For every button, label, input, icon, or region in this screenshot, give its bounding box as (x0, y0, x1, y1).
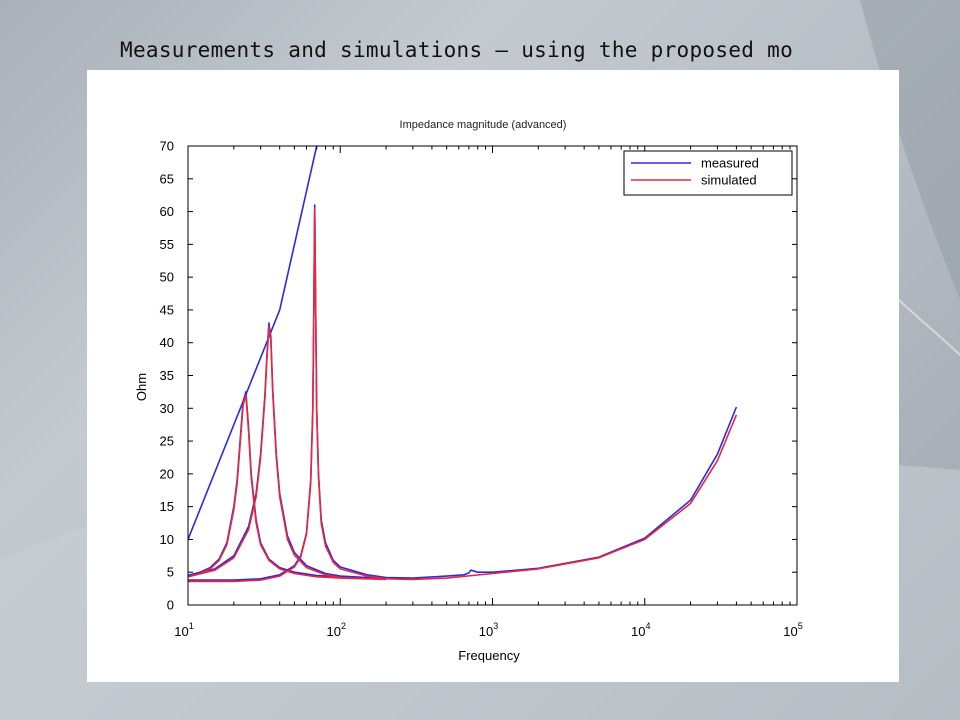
legend-label-simulated: simulated (701, 173, 757, 188)
y-tick-label: 50 (160, 270, 174, 285)
slide-title: Measurements and simulations – using the… (120, 38, 794, 62)
plot-lines (188, 146, 738, 583)
chart-title: Impedance magnitude (advanced) (400, 119, 567, 131)
series-line-measured-0 (188, 146, 318, 540)
y-tick-label: 60 (160, 204, 174, 219)
y-axis-label: Ohm (134, 373, 149, 401)
y-tick-label: 30 (160, 401, 174, 416)
y-tick-label: 5 (167, 565, 174, 580)
plot-frame (187, 145, 798, 606)
x-tick-label: 104 (631, 621, 650, 639)
x-tick-label: 102 (327, 621, 346, 639)
y-tick-label: 10 (160, 532, 174, 547)
y-tick-label: 55 (160, 237, 174, 252)
y-tick-label: 70 (160, 139, 174, 154)
impedance-chart: Impedance magnitude (advanced) 0 5 10 15 20 2… (134, 119, 803, 663)
y-tick-label: 20 (160, 466, 174, 481)
axes: 0 5 10 15 20 25 30 35 40 45 50 55 60 65 70 101 102 103 104… (160, 139, 803, 640)
legend-label-measured: measured (701, 156, 759, 171)
y-tick-label: 25 (160, 434, 174, 449)
x-tick-label: 101 (174, 621, 193, 639)
y-tick-label: 15 (160, 499, 174, 514)
y-tick-label: 45 (160, 302, 174, 317)
series-line-simulated-4 (188, 394, 368, 580)
series-line-measured-1 (188, 391, 368, 579)
y-tick-label: 0 (167, 598, 174, 613)
legend-box (623, 150, 793, 196)
series-line-simulated-6 (188, 207, 738, 583)
series-line-measured-3 (188, 204, 738, 581)
series-line-simulated-5 (188, 325, 387, 581)
y-tick-label: 40 (160, 335, 174, 350)
y-tick-label: 65 (160, 171, 174, 186)
chart-panel: Impedance magnitude (advanced) 0 5 10 15 20 2… (87, 70, 899, 682)
x-axis-label: Frequency (458, 648, 520, 663)
y-tick-label: 35 (160, 368, 174, 383)
x-tick-label: 105 (783, 621, 802, 639)
x-tick-label: 103 (479, 621, 498, 639)
legend: measured simulated (623, 150, 793, 196)
